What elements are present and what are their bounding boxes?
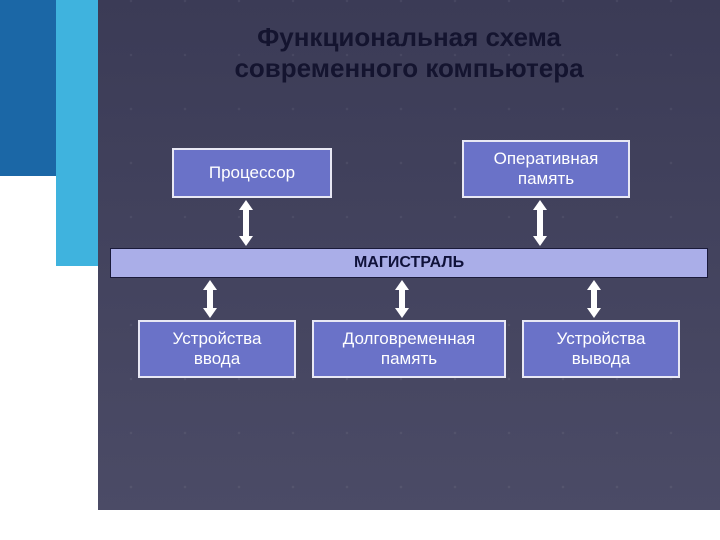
arrow-processor-bus	[239, 200, 253, 246]
node-output-devices: Устройствавывода	[522, 320, 680, 378]
arrow-ram-bus	[533, 200, 547, 246]
node-input-devices: Устройстваввода	[138, 320, 296, 378]
bus-bar: МАГИСТРАЛЬ	[110, 248, 708, 278]
bus-label: МАГИСТРАЛЬ	[354, 254, 464, 271]
node-storage-label: Долговременнаяпамять	[343, 329, 476, 369]
sidebar-light-band	[56, 0, 98, 266]
arrow-storage-bus	[395, 280, 409, 318]
title-line-2: современного компьютера	[234, 53, 583, 83]
node-storage: Долговременнаяпамять	[312, 320, 506, 378]
sidebar-dark-band	[0, 0, 56, 176]
node-ram: Оперативнаяпамять	[462, 140, 630, 198]
node-processor-label: Процессор	[209, 163, 295, 183]
title-line-1: Функциональная схема	[257, 22, 561, 52]
node-output-label: Устройствавывода	[557, 329, 646, 369]
slide: Функциональная схема современного компью…	[98, 0, 720, 510]
diagram-title: Функциональная схема современного компью…	[98, 22, 720, 84]
page: Функциональная схема современного компью…	[0, 0, 720, 540]
node-input-label: Устройстваввода	[173, 329, 262, 369]
node-processor: Процессор	[172, 148, 332, 198]
arrow-input-bus	[203, 280, 217, 318]
arrow-output-bus	[587, 280, 601, 318]
node-ram-label: Оперативнаяпамять	[494, 149, 599, 189]
